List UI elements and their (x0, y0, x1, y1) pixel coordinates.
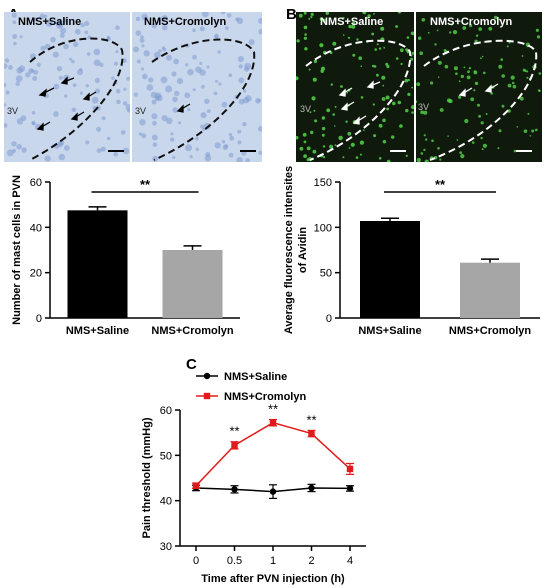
svg-text:3V: 3V (418, 102, 429, 112)
data-point (346, 465, 354, 473)
y-tick-label: 60 (30, 177, 42, 189)
y-tick-label: 60 (160, 405, 172, 417)
x-axis-label: Time after PVN injection (h) (201, 573, 345, 585)
legend-label: NMS+Cromolyn (224, 391, 306, 403)
micrograph-b-cromolyn: 3V NMS+Cromolyn (416, 12, 542, 162)
micrograph-a-cromolyn: 3V NMS+Cromolyn (132, 12, 262, 162)
data-point (231, 442, 238, 449)
x-tick-label: 1 (270, 555, 276, 567)
data-point (308, 430, 315, 437)
significance-label: ** (435, 177, 446, 192)
data-point (269, 419, 277, 426)
data-point (231, 486, 238, 493)
bar (460, 262, 520, 318)
micrograph-b-cromolyn-image: 3V (416, 15, 542, 162)
x-tick-label: 2 (308, 555, 314, 567)
x-tick-label: NMS+Cromolyn (449, 325, 531, 337)
y-tick-label: 40 (30, 222, 42, 234)
y-tick-label: 20 (30, 268, 42, 280)
significance-label: ** (229, 424, 239, 439)
bar (162, 250, 223, 318)
micrograph-a-saline: 3V NMS+Saline (4, 12, 130, 162)
legend-marker (203, 372, 211, 380)
chart-mast-cells: 0 20 40 60 NMS+Saline NMS+Cromolyn ** Number of… (11, 175, 240, 337)
legend-label: NMS+Saline (224, 371, 287, 383)
bar (360, 220, 420, 318)
region-label-3v-a: 3V (7, 106, 18, 116)
panel-letter-b: B (286, 6, 297, 23)
y-tick-label: 150 (314, 177, 332, 189)
y-tick-label: 0 (36, 313, 42, 325)
region-label-3v-b: 3V (300, 104, 311, 114)
micrograph-b-cromolyn-label: NMS+Cromolyn (430, 16, 513, 28)
y-axis-label: Pain threshold (mmHg) (141, 417, 153, 538)
y-axis-label: of Avidin (297, 227, 309, 274)
significance-label: ** (140, 177, 151, 192)
data-point (269, 488, 277, 495)
data-point (308, 484, 315, 492)
chart-avidin-fluorescence: 0 50 100 150 NMS+Saline NMS+Cromolyn ** Average… (283, 166, 540, 337)
series-line (195, 421, 351, 487)
x-tick-label: 4 (347, 555, 353, 567)
y-tick-label: 100 (314, 222, 332, 234)
micrograph-b-saline-image: 3V (296, 12, 414, 162)
y-axis-label: Number of mast cells in PVN (11, 175, 23, 325)
y-tick-label: 0 (326, 313, 332, 325)
x-tick-label: 0.5 (227, 555, 242, 567)
x-tick-label: NMS+Cromolyn (151, 325, 233, 337)
micrograph-a-cromolyn-label: NMS+Cromolyn (144, 16, 227, 28)
micrograph-b-saline: 3V NMS+Saline (296, 12, 414, 162)
y-tick-label: 50 (160, 450, 172, 462)
micrograph-a-cromolyn-image: 3V (133, 12, 262, 162)
micrograph-a-saline-image: 3V (4, 12, 130, 162)
significance-label: ** (306, 412, 316, 427)
y-tick-label: 30 (160, 541, 172, 553)
x-tick-label: 0 (193, 555, 199, 567)
y-tick-label: 50 (320, 268, 332, 280)
significance-label: ** (268, 402, 278, 417)
x-tick-label: NMS+Saline (66, 325, 129, 337)
y-tick-label: 40 (160, 496, 172, 508)
svg-text:3V: 3V (135, 106, 146, 116)
data-point (346, 485, 354, 492)
x-tick-label: NMS+Saline (358, 325, 421, 337)
bar (67, 210, 128, 318)
data-point (192, 482, 200, 489)
y-axis-label: Average fluorescence intensites (283, 166, 295, 334)
micrograph-b-saline-label: NMS+Saline (320, 16, 384, 28)
micrograph-a-saline-label: NMS+Saline (18, 16, 82, 28)
legend-marker (203, 392, 211, 400)
panel-letter-c: C (186, 356, 197, 373)
